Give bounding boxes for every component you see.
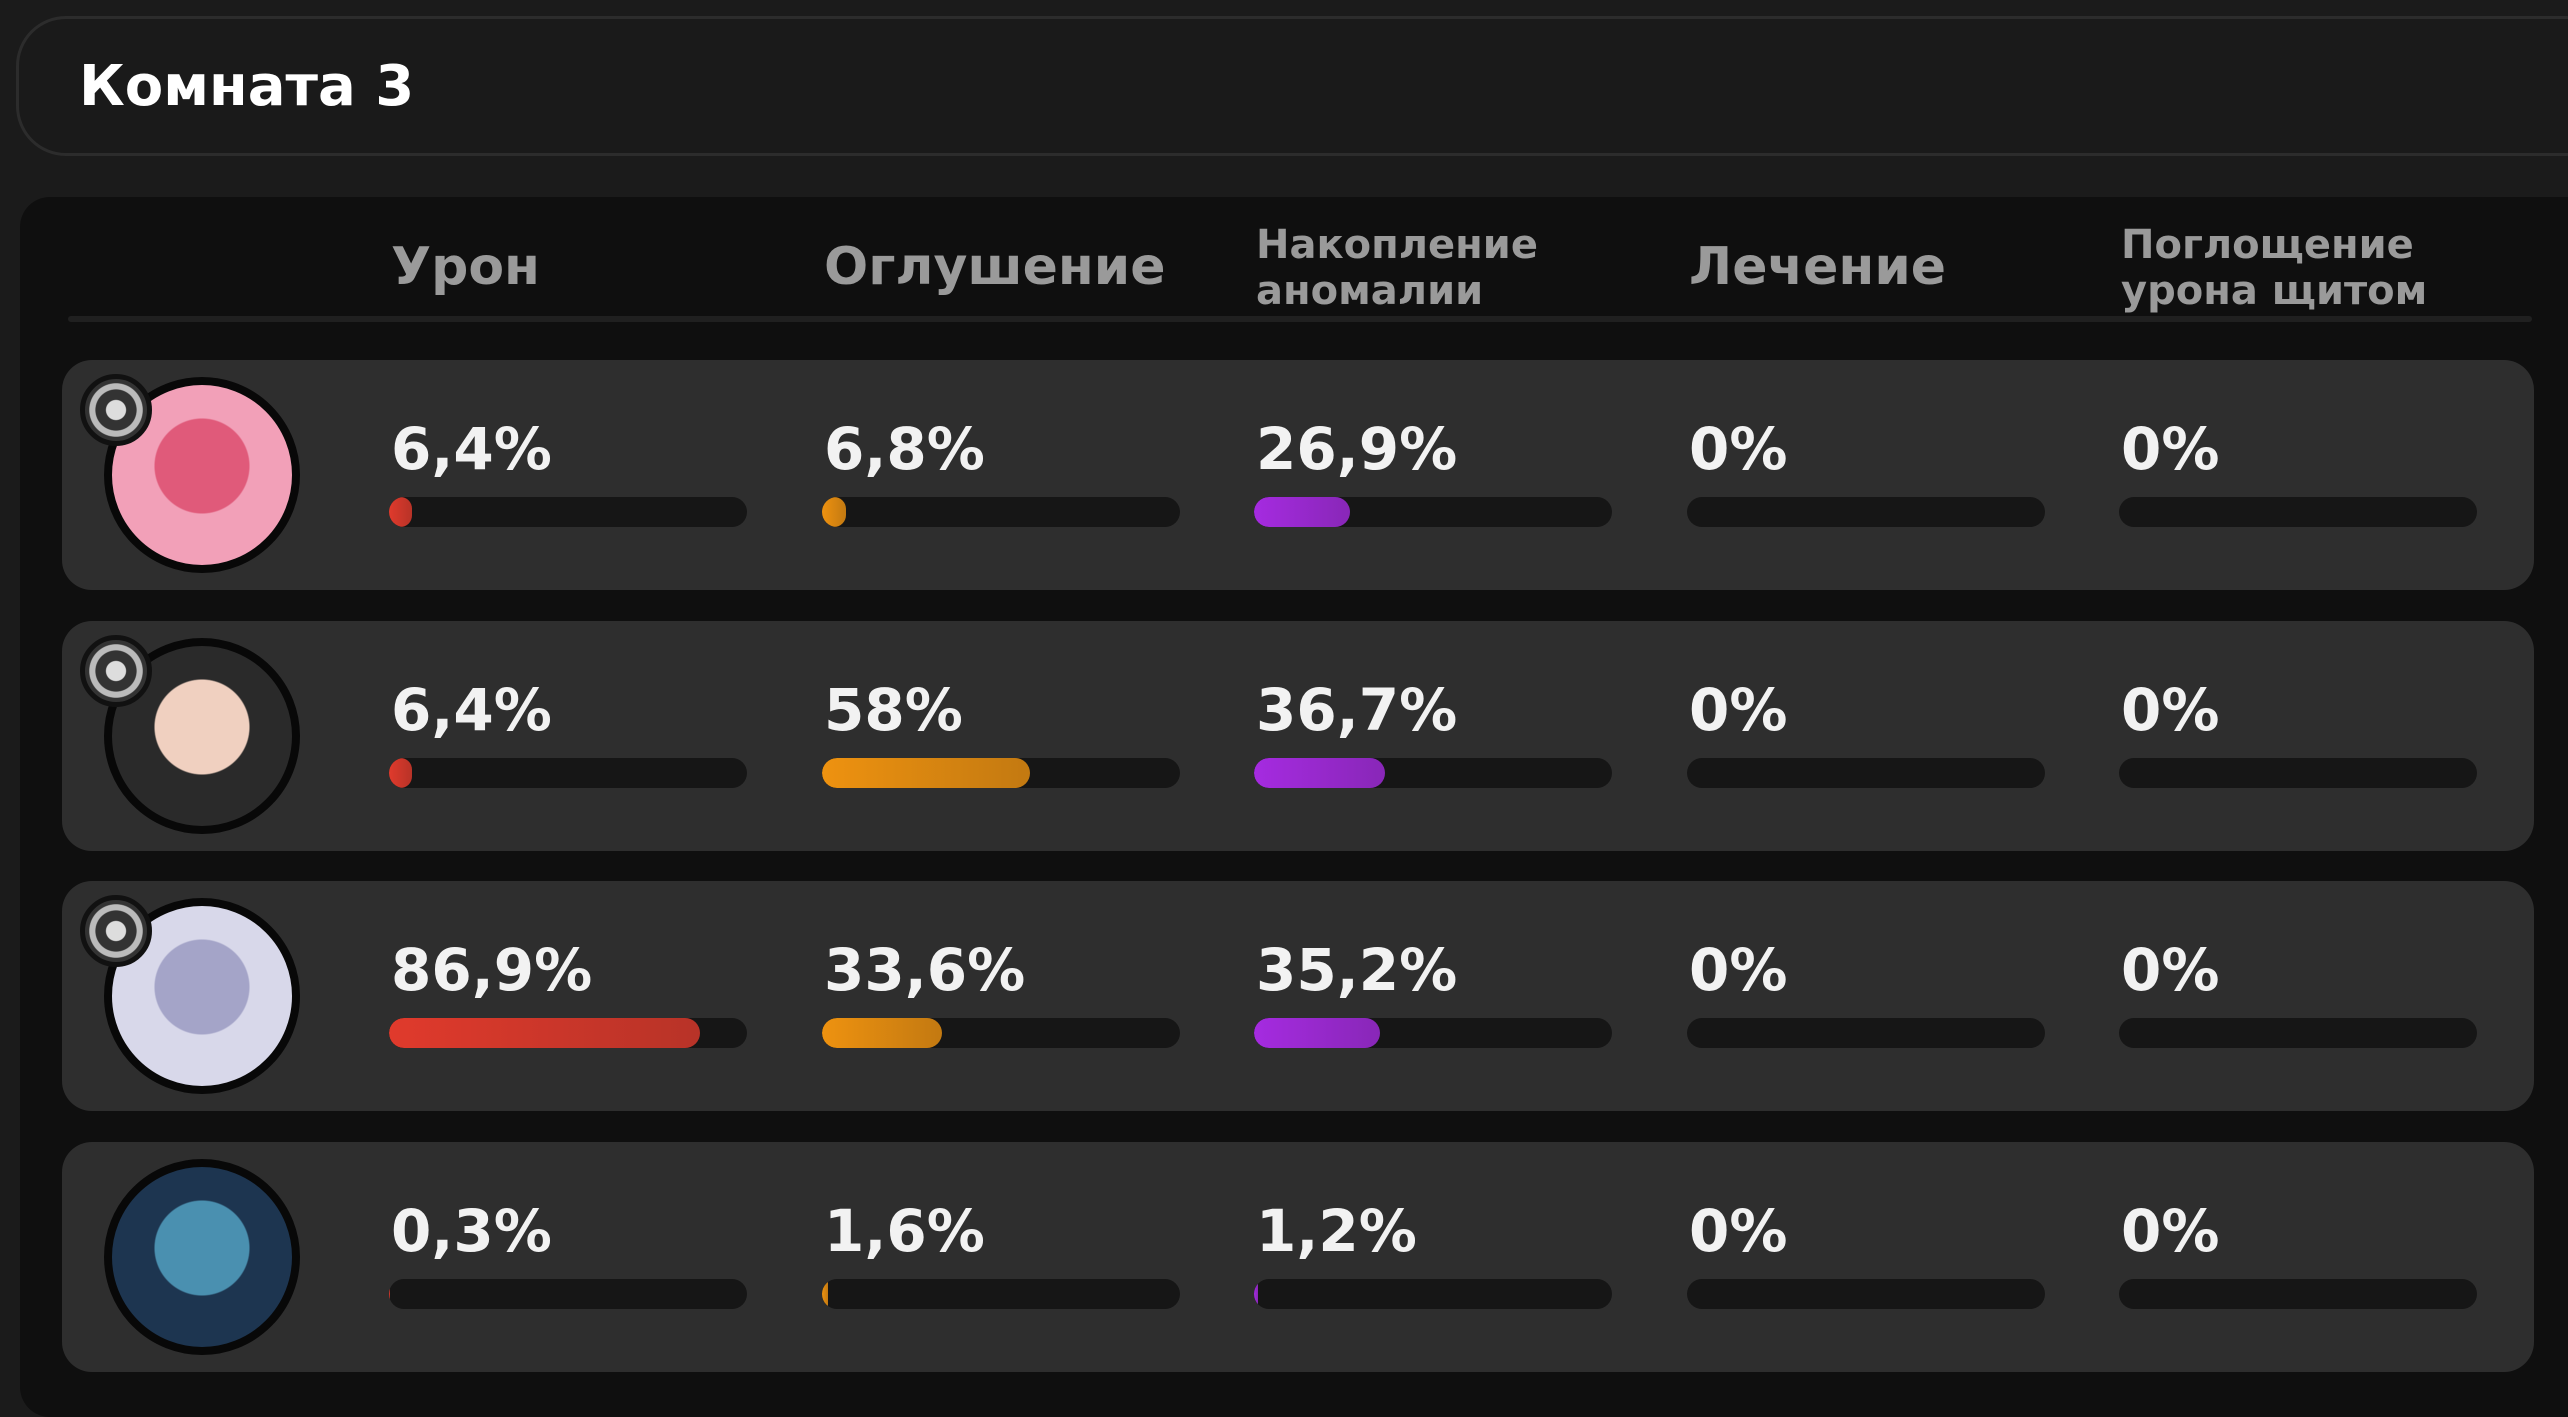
bar-fill xyxy=(1254,1018,1381,1048)
value-label: 0% xyxy=(1689,415,1788,483)
element-badge xyxy=(80,895,152,967)
column-header: Оглушение xyxy=(824,237,1166,297)
value-label: 0% xyxy=(2121,1197,2220,1265)
column-header: аномалии xyxy=(1256,268,1484,314)
column-header: урона щитом xyxy=(2121,268,2428,314)
element-badge xyxy=(80,374,152,446)
column-header: Урон xyxy=(391,237,540,297)
bar-track xyxy=(1254,758,1612,788)
value-label: 0% xyxy=(1689,936,1788,1004)
bar-fill xyxy=(389,1018,701,1048)
column-header: Поглощение xyxy=(2121,222,2414,268)
bar-track xyxy=(822,1018,1180,1048)
value-label: 35,2% xyxy=(1256,936,1458,1004)
bar-track xyxy=(389,1279,747,1309)
player-row: 6,4% 58% 36,7% 0% 0% xyxy=(62,621,2534,851)
bar-track xyxy=(2119,497,2477,527)
bar-track xyxy=(2119,1018,2477,1048)
player-row: 6,4% 6,8% 26,9% 0% 0% xyxy=(62,360,2534,590)
bar-track xyxy=(1687,497,2045,527)
avatar xyxy=(104,1159,300,1355)
value-label: 0,3% xyxy=(391,1197,552,1265)
title-bar xyxy=(16,16,2568,156)
bar-track xyxy=(822,758,1180,788)
value-label: 0% xyxy=(1689,1197,1788,1265)
value-label: 0% xyxy=(2121,936,2220,1004)
bar-fill xyxy=(389,758,412,788)
player-row: 0,3% 1,6% 1,2% 0% 0% xyxy=(62,1142,2534,1372)
room-title: Комната 3 xyxy=(79,54,415,119)
bar-fill xyxy=(1254,497,1351,527)
avatar xyxy=(104,377,300,573)
value-label: 0% xyxy=(2121,676,2220,744)
header-separator xyxy=(68,316,2532,322)
value-label: 26,9% xyxy=(1256,415,1458,483)
column-header: Накопление xyxy=(1256,222,1538,268)
bar-track xyxy=(389,758,747,788)
value-label: 0% xyxy=(2121,415,2220,483)
player-row: 86,9% 33,6% 35,2% 0% 0% xyxy=(62,881,2534,1111)
bar-track xyxy=(1254,497,1612,527)
bar-track xyxy=(389,497,747,527)
bar-fill xyxy=(822,758,1030,788)
value-label: 58% xyxy=(824,676,963,744)
bar-track xyxy=(2119,758,2477,788)
bar-track xyxy=(1687,1018,2045,1048)
bar-fill xyxy=(822,1279,828,1309)
bar-track xyxy=(2119,1279,2477,1309)
value-label: 33,6% xyxy=(824,936,1026,1004)
bar-fill xyxy=(822,1018,943,1048)
value-label: 36,7% xyxy=(1256,676,1458,744)
page: Комната 3 (() => { const data = JSON.par… xyxy=(16,16,2568,1417)
value-label: 0% xyxy=(1689,676,1788,744)
value-label: 86,9% xyxy=(391,936,593,1004)
bar-track xyxy=(1687,1279,2045,1309)
bar-track xyxy=(1254,1018,1612,1048)
column-header: Лечение xyxy=(1689,237,1947,297)
bar-track xyxy=(822,497,1180,527)
bar-fill xyxy=(822,497,847,527)
bar-fill xyxy=(389,497,412,527)
element-badge xyxy=(80,635,152,707)
value-label: 6,8% xyxy=(824,415,985,483)
bar-track xyxy=(822,1279,1180,1309)
value-label: 1,2% xyxy=(1256,1197,1417,1265)
bar-fill xyxy=(1254,1279,1259,1309)
bar-track xyxy=(1687,758,2045,788)
value-label: 6,4% xyxy=(391,415,552,483)
bar-fill xyxy=(389,1279,391,1309)
value-label: 6,4% xyxy=(391,676,552,744)
bar-fill xyxy=(1254,758,1386,788)
value-label: 1,6% xyxy=(824,1197,985,1265)
bar-track xyxy=(1254,1279,1612,1309)
bar-track xyxy=(389,1018,747,1048)
